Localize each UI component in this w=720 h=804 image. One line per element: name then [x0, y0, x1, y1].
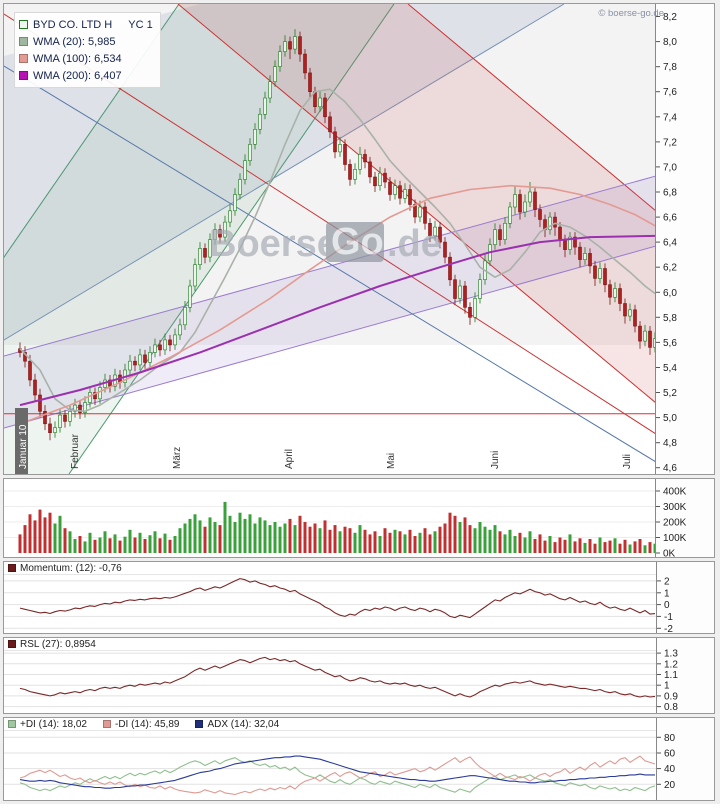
svg-text:8,0: 8,0: [663, 37, 677, 48]
svg-text:5,0: 5,0: [663, 413, 677, 424]
svg-text:1.2: 1.2: [664, 659, 678, 670]
svg-text:0K: 0K: [663, 549, 676, 558]
plus-di-label: +DI (14): 18,02: [20, 718, 87, 730]
wma100-swatch-icon: [19, 54, 28, 63]
svg-text:20: 20: [664, 780, 676, 791]
svg-text:40: 40: [664, 764, 676, 775]
main-legend: BYD CO. LTD H YC 1 WMA (20): 5,985 WMA (…: [14, 12, 161, 88]
svg-text:April: April: [284, 449, 295, 469]
svg-text:4,8: 4,8: [663, 438, 677, 449]
svg-text:Mai: Mai: [386, 453, 397, 469]
momentum-swatch-icon: [8, 564, 16, 572]
main-y-axis: 8,2 8,0 7,8 7,6 7,4 7,2 7,0 6,8 6,6 6,4 6,2 6,0 5,8 5…: [655, 4, 714, 474]
di-adx-y-axis: 80 60 40 20: [656, 718, 714, 800]
minus-di-legend-item: -DI (14): 45,89: [102, 718, 180, 730]
momentum-legend: Momentum: (12): -0,76: [4, 562, 656, 575]
svg-text:Januar 10: Januar 10: [18, 424, 29, 469]
svg-text:1.1: 1.1: [664, 670, 678, 681]
momentum-panel: Momentum: (12): -0,76 2 1 0 -1 -2: [3, 561, 715, 634]
minus-di-label: -DI (14): 45,89: [114, 718, 180, 730]
svg-text:5,8: 5,8: [663, 313, 677, 324]
rsl-legend: RSL (27): 0,8954: [4, 638, 656, 651]
plus-di-swatch-icon: [8, 720, 16, 728]
svg-text:0.8: 0.8: [664, 702, 678, 713]
svg-text:6,0: 6,0: [663, 288, 677, 299]
svg-text:März: März: [172, 447, 183, 469]
svg-text:Juli: Juli: [622, 454, 633, 469]
rsl-label: RSL (27): 0,8954: [20, 638, 96, 650]
main-chart-panel: Boerse Go .de Januar 10 Februar März April Mai J…: [3, 3, 715, 475]
rsl-plot[interactable]: [4, 651, 656, 713]
wma100-label: WMA (100): 6,534: [33, 52, 122, 65]
legend-row-symbol: BYD CO. LTD H YC 1: [19, 16, 153, 33]
rsl-swatch-icon: [8, 640, 16, 648]
svg-text:8,2: 8,2: [663, 12, 677, 23]
adx-label: ADX (14): 32,04: [207, 718, 280, 730]
yc-label: YC 1: [128, 18, 153, 31]
rsl-y-axis: 1.31.21.110.90.8: [656, 638, 714, 713]
svg-text:7,2: 7,2: [663, 137, 677, 148]
svg-text:6,6: 6,6: [663, 213, 677, 224]
svg-text:4,6: 4,6: [663, 463, 677, 474]
svg-text:5,6: 5,6: [663, 338, 677, 349]
plus-di-legend-item: +DI (14): 18,02: [8, 719, 87, 730]
svg-text:60: 60: [664, 749, 676, 760]
svg-text:1: 1: [664, 588, 670, 599]
svg-text:5,4: 5,4: [663, 363, 677, 374]
adx-legend-item: ADX (14): 32,04: [195, 719, 279, 730]
legend-row-wma100: WMA (100): 6,534: [19, 50, 153, 67]
svg-text:5,2: 5,2: [663, 388, 677, 399]
svg-text:1.3: 1.3: [664, 649, 678, 660]
svg-text:-1: -1: [664, 612, 673, 623]
candle-swatch-icon: [19, 20, 28, 29]
svg-text:-2: -2: [664, 624, 673, 633]
wma200-label: WMA (200): 6,407: [33, 69, 122, 82]
svg-text:6,4: 6,4: [663, 238, 677, 249]
volume-y-axis: 400K 300K 200K 100K 0K: [655, 479, 714, 557]
svg-text:Februar: Februar: [70, 433, 81, 469]
momentum-label: Momentum: (12): -0,76: [20, 562, 122, 574]
momentum-y-axis: 210-1-2: [656, 562, 714, 633]
rsl-panel: RSL (27): 0,8954 1.3 1.2 1.1 1 0.9 0.8: [3, 637, 715, 714]
svg-text:200K: 200K: [663, 518, 687, 529]
momentum-plot[interactable]: [4, 575, 656, 633]
di-adx-legend: +DI (14): 18,02 -DI (14): 45,89 ADX (14)…: [4, 718, 656, 731]
svg-text:7,0: 7,0: [663, 162, 677, 173]
symbol-title: BYD CO. LTD H: [33, 18, 113, 31]
svg-text:.de: .de: [387, 223, 442, 265]
svg-text:0: 0: [664, 600, 670, 611]
svg-text:7,8: 7,8: [663, 62, 677, 73]
volume-plot[interactable]: [4, 479, 656, 557]
wma200-swatch-icon: [19, 71, 28, 80]
wma20-swatch-icon: [19, 37, 28, 46]
legend-row-wma20: WMA (20): 5,985: [19, 33, 153, 50]
volume-panel: 400K 300K 200K 100K 0K: [3, 478, 715, 558]
legend-row-wma200: WMA (200): 6,407: [19, 67, 153, 84]
svg-text:Go: Go: [331, 221, 384, 263]
svg-text:300K: 300K: [663, 502, 687, 513]
svg-text:400K: 400K: [663, 487, 687, 498]
svg-text:2: 2: [664, 576, 670, 587]
di-adx-plot[interactable]: [4, 731, 656, 800]
copyright-link[interactable]: © boerse-go.de: [598, 8, 664, 19]
svg-text:6,2: 6,2: [663, 263, 677, 274]
svg-text:1: 1: [664, 681, 670, 692]
svg-text:80: 80: [664, 733, 676, 744]
svg-text:7,4: 7,4: [663, 112, 677, 123]
svg-text:0.9: 0.9: [664, 691, 678, 702]
svg-text:7,6: 7,6: [663, 87, 677, 98]
wma20-label: WMA (20): 5,985: [33, 35, 116, 48]
svg-text:6,8: 6,8: [663, 188, 677, 199]
svg-text:Boerse: Boerse: [209, 223, 338, 265]
minus-di-swatch-icon: [102, 720, 111, 728]
adx-swatch-icon: [195, 720, 204, 728]
svg-text:100K: 100K: [663, 533, 687, 544]
di-adx-panel: +DI (14): 18,02 -DI (14): 45,89 ADX (14)…: [3, 717, 715, 801]
svg-text:Juni: Juni: [490, 451, 501, 469]
